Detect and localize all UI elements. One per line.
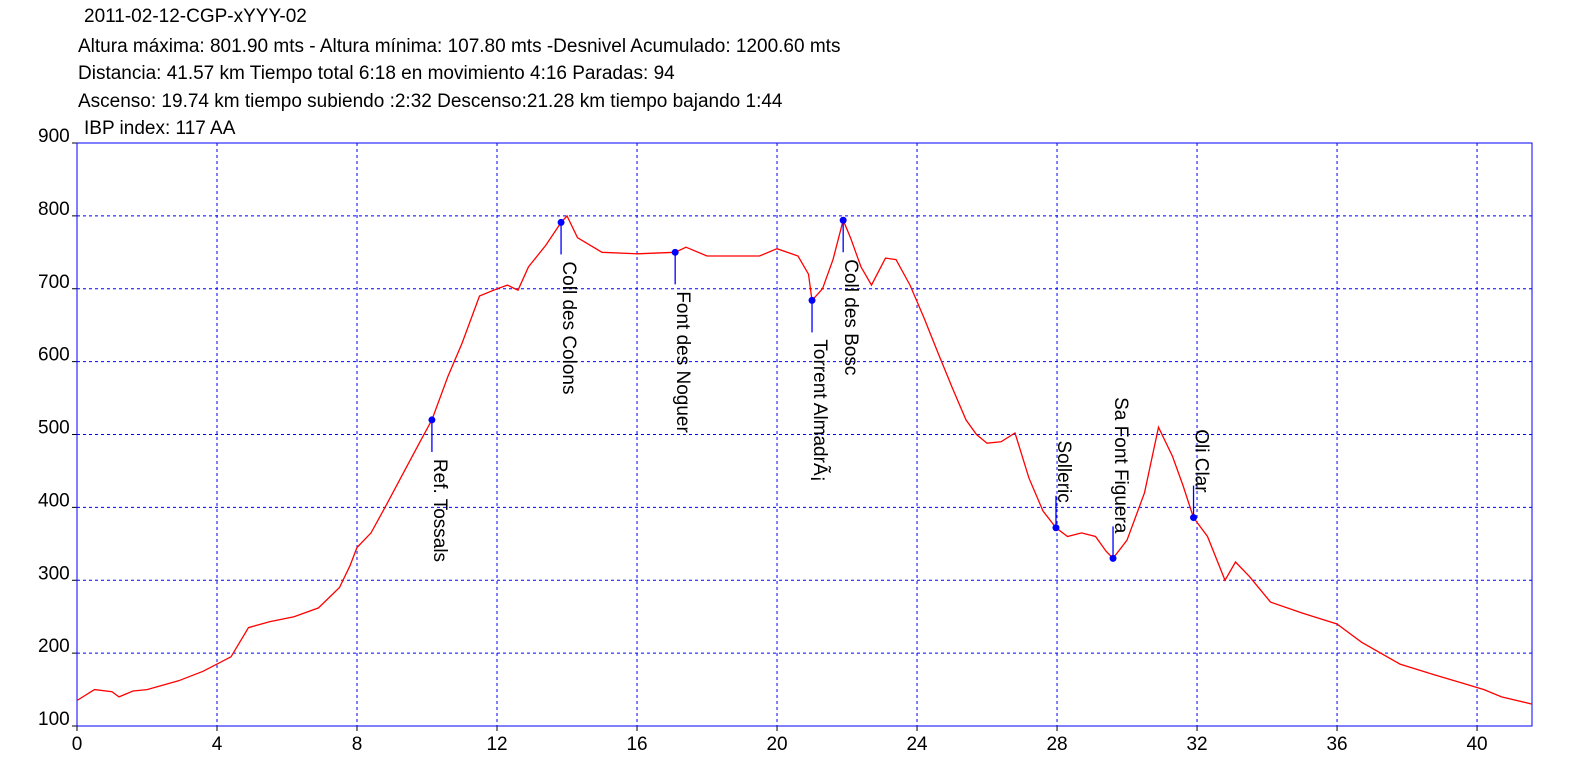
y-tick-label: 400 (38, 490, 70, 511)
elevation-line (76, 214, 1533, 705)
x-tick-label: 16 (626, 734, 647, 755)
waypoint-label: Sa Font Figuera (1110, 397, 1131, 534)
waypoint-marker (428, 416, 436, 424)
waypoint-label: Ref. Tossals (429, 459, 450, 562)
waypoint-marker (557, 218, 565, 226)
chart-subtitle: IBP index: 117 AA (84, 118, 236, 139)
y-tick-label: 900 (38, 126, 70, 147)
x-tick-label: 20 (766, 734, 787, 755)
y-tick-label: 800 (38, 199, 70, 220)
x-tick-label: 12 (486, 734, 507, 755)
waypoint-label: Oli Clar (1191, 429, 1212, 493)
x-tick-label: 40 (1466, 734, 1487, 755)
waypoint-label: Solleric (1053, 440, 1074, 502)
y-tick-label: 500 (38, 418, 70, 439)
waypoint-marker (1052, 524, 1060, 532)
waypoint-marker (839, 216, 847, 224)
x-tick-label: 24 (906, 734, 928, 755)
x-tick-label: 32 (1186, 734, 1207, 755)
y-tick-label: 300 (38, 563, 70, 584)
waypoint-marker (1190, 514, 1198, 522)
y-tick-label: 200 (38, 636, 70, 657)
x-tick-label: 8 (352, 734, 363, 755)
x-tick-label: 36 (1326, 734, 1347, 755)
waypoint-marker (1109, 554, 1117, 562)
waypoint-label: Coll des Colons (558, 261, 579, 394)
chart-subtitle: Ascenso: 19.74 km tiempo subiendo :2:32 … (78, 91, 783, 112)
chart-subtitle: Altura máxima: 801.90 mts - Altura mínim… (78, 36, 840, 57)
waypoint-marker (808, 296, 816, 304)
chart-title: 2011-02-12-CGP-xYYY-02 (84, 6, 307, 27)
y-tick-label: 100 (38, 709, 70, 730)
y-tick-label: 700 (38, 272, 70, 293)
x-tick-label: 28 (1046, 734, 1067, 755)
waypoint-label: Font des Noguer (672, 291, 693, 433)
plot-frame (76, 142, 1533, 727)
y-tick-label: 600 (38, 345, 70, 366)
x-tick-label: 4 (212, 734, 223, 755)
chart-subtitle: Distancia: 41.57 km Tiempo total 6:18 en… (78, 63, 675, 84)
waypoint-label: Coll des Bosc (840, 259, 861, 375)
x-tick-label: 0 (72, 734, 83, 755)
waypoint-label: Torrent AlmadrÃ¡ (809, 339, 831, 482)
waypoint-marker (671, 248, 679, 256)
